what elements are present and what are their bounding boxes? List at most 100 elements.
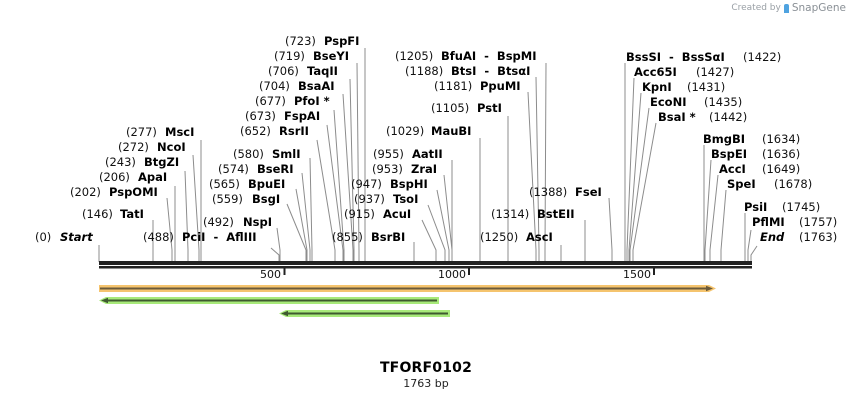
site-bsphi[interactable]: (947) BspHI xyxy=(351,177,428,191)
svg-text:(202): (202) xyxy=(70,185,101,199)
site-spei[interactable]: SpeI (1678) xyxy=(727,177,812,191)
site-psii[interactable]: PsiI (1745) xyxy=(744,200,820,214)
site-bspei[interactable]: BspEI (1636) xyxy=(711,147,800,161)
svg-text:SpeI: SpeI xyxy=(727,177,756,191)
svg-text:MscI: MscI xyxy=(165,125,194,139)
site-asci[interactable]: (1250) AscI xyxy=(480,230,553,244)
svg-text:RsrII: RsrII xyxy=(279,124,309,138)
svg-text:BsaI *: BsaI * xyxy=(658,110,696,124)
site-econi[interactable]: EcoNI (1435) xyxy=(650,95,742,109)
feature-orf-forward[interactable] xyxy=(99,285,716,292)
site-bsteii[interactable]: (1314) BstEII xyxy=(491,207,575,221)
site-bfuai-bspmi[interactable]: (1205) BfuAI - BspMI xyxy=(395,49,537,63)
svg-text:(1634): (1634) xyxy=(762,132,800,146)
site-beri[interactable]: (574) BseRI xyxy=(218,162,294,176)
svg-text:SmlI: SmlI xyxy=(272,147,301,161)
svg-text:(206): (206) xyxy=(99,170,130,184)
site-bsrbi[interactable]: (855) BsrBI xyxy=(332,230,405,244)
svg-text:Start: Start xyxy=(60,230,93,244)
site-pspfi[interactable]: (723) PspFI xyxy=(285,34,359,48)
credit-prefix: Created by xyxy=(731,3,781,13)
svg-text:EcoNI: EcoNI xyxy=(650,95,686,109)
svg-text:BsaAI: BsaAI xyxy=(298,79,335,93)
tick-label-500: 500 xyxy=(260,268,281,281)
svg-text:(955): (955) xyxy=(373,147,404,161)
site-maubi[interactable]: (1029) MauBI xyxy=(386,124,471,138)
svg-text:(565): (565) xyxy=(209,177,240,191)
site-btsi-btsai[interactable]: (1188) BtsI - BtsαI xyxy=(405,64,530,78)
svg-text:PfoI *: PfoI * xyxy=(294,94,330,108)
site-acc65i[interactable]: Acc65I (1427) xyxy=(634,65,734,79)
svg-text:BfuAI - BspMI: BfuAI - BspMI xyxy=(441,49,537,63)
site-bseyi[interactable]: (719) BseYI xyxy=(274,49,349,63)
site-aatii[interactable]: (955) AatII xyxy=(373,147,443,161)
svg-text:(855): (855) xyxy=(332,230,363,244)
site-ppumi[interactable]: (1181) PpuMI xyxy=(434,79,521,93)
svg-text:(1431): (1431) xyxy=(687,80,725,94)
svg-text:KpnI: KpnI xyxy=(642,80,672,94)
site-pspomi[interactable]: (202) PspOMI xyxy=(70,185,158,199)
site-tsoi[interactable]: (937) TsoI xyxy=(354,192,418,206)
site-zrai[interactable]: (953) ZraI xyxy=(372,162,437,176)
svg-text:PciI - AflIII: PciI - AflIII xyxy=(182,230,257,244)
svg-text:PspOMI: PspOMI xyxy=(109,185,158,199)
site-fspai[interactable]: (673) FspAI xyxy=(245,109,320,123)
site-msci[interactable]: (277) MscI xyxy=(126,125,194,139)
site-apai[interactable]: (206) ApaI xyxy=(99,170,167,184)
svg-text:BseYI: BseYI xyxy=(313,49,349,63)
svg-text:Acc65I: Acc65I xyxy=(634,65,677,79)
site-btgzi[interactable]: (243) BtgZI xyxy=(105,155,179,169)
site-kpni[interactable]: KpnI (1431) xyxy=(642,80,725,94)
svg-text:(937): (937) xyxy=(354,192,385,206)
svg-text:BsrBI: BsrBI xyxy=(371,230,405,244)
site-end[interactable]: End (1763) xyxy=(760,230,837,244)
svg-text:(0): (0) xyxy=(35,230,51,244)
svg-text:End: End xyxy=(760,230,785,244)
site-pflmi[interactable]: PflMI (1757) xyxy=(752,215,837,229)
site-bsai[interactable]: BsaI * (1442) xyxy=(658,110,747,124)
svg-text:BspHI: BspHI xyxy=(390,177,428,191)
site-bsssi-bsssai[interactable]: BssSI - BssSαI (1422) xyxy=(626,50,781,64)
site-acui[interactable]: (915) AcuI xyxy=(344,207,411,221)
site-bpuei[interactable]: (565) BpuEI xyxy=(209,177,285,191)
site-smli[interactable]: (580) SmlI xyxy=(233,147,301,161)
svg-text:BssSI - BssSαI: BssSI - BssSαI xyxy=(626,50,725,64)
site-bmgbi[interactable]: BmgBI (1634) xyxy=(703,132,800,146)
svg-text:PsiI: PsiI xyxy=(744,200,767,214)
svg-text:FseI: FseI xyxy=(575,185,602,199)
svg-text:(1757): (1757) xyxy=(799,215,837,229)
svg-text:(574): (574) xyxy=(218,162,249,176)
svg-text:(704): (704) xyxy=(259,79,290,93)
site-nspi[interactable]: (492) NspI xyxy=(203,215,272,229)
svg-text:(1029): (1029) xyxy=(386,124,424,138)
feature-orf-reverse-1[interactable] xyxy=(99,297,439,304)
svg-text:PpuMI: PpuMI xyxy=(480,79,521,93)
svg-text:(559): (559) xyxy=(212,192,243,206)
site-taqii[interactable]: (706) TaqII xyxy=(268,64,338,78)
site-psti[interactable]: (1105) PstI xyxy=(431,101,502,115)
tick-label-1000: 1000 xyxy=(438,268,466,281)
site-fsei[interactable]: (1388) FseI xyxy=(529,185,602,199)
feature-orf-reverse-2[interactable] xyxy=(279,310,450,317)
svg-text:(243): (243) xyxy=(105,155,136,169)
site-bsgi[interactable]: (559) BsgI xyxy=(212,192,280,206)
svg-text:(1763): (1763) xyxy=(799,230,837,244)
site-pcii-afliii[interactable]: (488) PciI - AflIII xyxy=(143,230,257,244)
site-ncoi[interactable]: (272) NcoI xyxy=(118,140,186,154)
sequence-length: 1763 bp xyxy=(403,377,449,390)
site-rsrii[interactable]: (652) RsrII xyxy=(240,124,309,138)
site-bsaai[interactable]: (704) BsaAI xyxy=(259,79,335,93)
svg-text:(488): (488) xyxy=(143,230,174,244)
svg-text:(1250): (1250) xyxy=(480,230,518,244)
svg-text:(146): (146) xyxy=(82,207,113,221)
svg-text:(719): (719) xyxy=(274,49,305,63)
site-tati[interactable]: (146) TatI xyxy=(82,207,144,221)
svg-text:(915): (915) xyxy=(344,207,375,221)
leader-lines xyxy=(98,48,758,265)
site-start[interactable]: (0) Start xyxy=(35,230,93,244)
site-pfoi[interactable]: (677) PfoI * xyxy=(255,94,330,108)
tick-1500 xyxy=(653,268,655,275)
site-acci[interactable]: AccI (1649) xyxy=(719,162,800,176)
svg-text:BtgZI: BtgZI xyxy=(144,155,179,169)
